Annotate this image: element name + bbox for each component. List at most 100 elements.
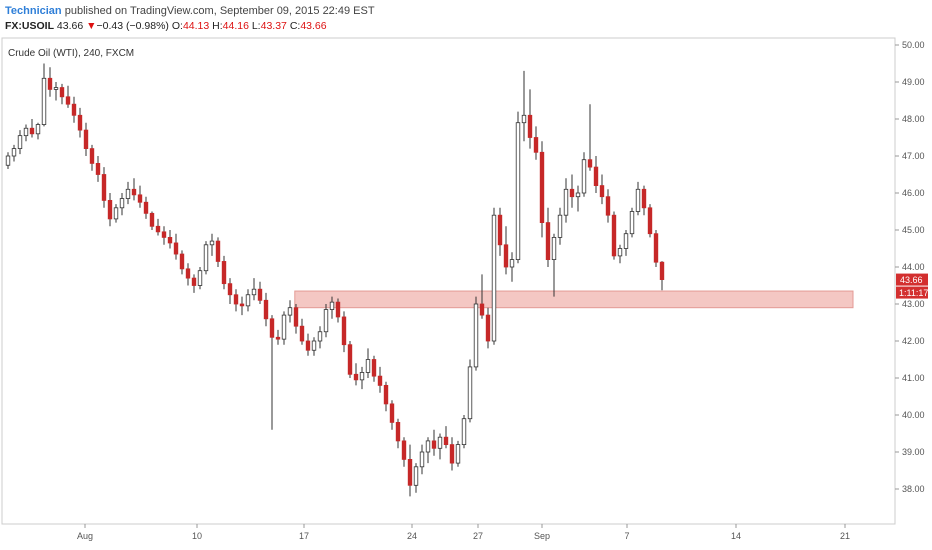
- candle: [635, 181, 641, 216]
- candle-body: [59, 87, 65, 98]
- candle: [365, 348, 371, 378]
- countdown-label: 1:11:17: [899, 288, 928, 298]
- candle-body: [257, 288, 263, 301]
- plot-frame: [1, 37, 896, 525]
- candle: [293, 304, 299, 334]
- high-value: 44.16: [222, 20, 249, 32]
- open-label: O:: [171, 20, 183, 32]
- published-text: published on TradingView.com, September …: [61, 5, 375, 17]
- candle: [203, 241, 209, 275]
- candle: [335, 298, 341, 323]
- candle-body: [485, 314, 491, 342]
- candle-body: [401, 440, 407, 460]
- candle: [539, 141, 545, 238]
- candle: [479, 274, 485, 319]
- y-tick-label: 41.00: [902, 373, 925, 383]
- candle-body: [239, 303, 245, 307]
- candle-body: [245, 294, 251, 307]
- candle-body: [617, 248, 623, 257]
- candle-body: [479, 303, 485, 316]
- candle-body: [287, 307, 293, 316]
- candle-body: [593, 166, 599, 187]
- candle-body: [305, 340, 311, 351]
- candle-body: [509, 259, 515, 268]
- candle: [125, 181, 131, 205]
- candle-body: [491, 214, 497, 342]
- candle-body: [29, 127, 35, 135]
- candle-body: [83, 129, 89, 149]
- candle-body: [317, 331, 323, 342]
- chart-header: Technician published on TradingView.com,…: [0, 0, 932, 36]
- candle: [299, 318, 305, 345]
- y-tick-label: 44.00: [902, 262, 925, 272]
- author-link[interactable]: Technician: [5, 5, 62, 17]
- candle-body: [341, 316, 347, 346]
- candle-body: [221, 261, 227, 285]
- candle-body: [569, 188, 575, 198]
- candle: [557, 207, 563, 245]
- symbol-label[interactable]: FX:USOIL: [5, 20, 54, 32]
- candle-body: [41, 77, 47, 125]
- candle: [209, 233, 215, 256]
- candle: [119, 193, 125, 216]
- y-axis[interactable]: 38.00 39.00 40.00 41.00 42.00 43.00 44.00 45.00…: [895, 40, 925, 494]
- candle-body: [293, 307, 299, 327]
- candle: [467, 359, 473, 423]
- candle-body: [449, 444, 455, 464]
- candle-body: [155, 225, 161, 233]
- candle: [341, 311, 347, 353]
- y-tick-label: 42.00: [902, 336, 925, 346]
- candle-body: [353, 373, 359, 381]
- candle: [269, 315, 275, 430]
- candle-body: [5, 155, 11, 166]
- candle: [353, 363, 359, 386]
- y-tick-label: 38.00: [902, 484, 925, 494]
- x-tick-label: 21: [840, 531, 850, 541]
- candle-body: [365, 359, 371, 373]
- x-tick-label: 17: [299, 531, 309, 541]
- candle-body: [497, 214, 503, 246]
- candle-body: [605, 196, 611, 216]
- candle-body: [599, 185, 605, 198]
- candle: [629, 207, 635, 238]
- candle: [185, 263, 191, 286]
- candle: [65, 85, 71, 108]
- y-tick-label: 43.00: [902, 299, 925, 309]
- candle: [599, 174, 605, 205]
- candle: [287, 300, 293, 323]
- price-chart[interactable]: Crude Oil (WTI), 240, FXCM 38.00 39.00 40.…: [0, 36, 932, 550]
- candle: [515, 111, 521, 264]
- candle-body: [311, 340, 317, 351]
- candle-body: [131, 188, 137, 196]
- candle: [257, 281, 263, 304]
- candle: [239, 296, 245, 316]
- candle: [641, 185, 647, 216]
- candle: [413, 463, 419, 493]
- candle: [281, 311, 287, 345]
- low-value: 43.37: [260, 20, 287, 32]
- candle-body: [35, 124, 41, 135]
- candle: [23, 124, 29, 142]
- candle: [533, 126, 539, 160]
- candle-body: [281, 314, 287, 340]
- candle-body: [347, 344, 353, 375]
- candle-body: [323, 309, 329, 333]
- candle-body: [227, 283, 233, 296]
- support-zone[interactable]: [294, 290, 854, 309]
- candle-body: [113, 207, 119, 220]
- candle: [17, 130, 23, 155]
- candle: [215, 237, 221, 267]
- candle-body: [455, 444, 461, 464]
- candle: [443, 426, 449, 449]
- candle: [581, 152, 587, 197]
- x-axis[interactable]: Aug 10 17 24 27 Sep 7 14 21: [77, 524, 850, 541]
- open-value: 44.13: [182, 20, 210, 32]
- candle-body: [167, 236, 173, 244]
- y-tick-label: 39.00: [902, 447, 925, 457]
- candle-body: [461, 418, 467, 446]
- candle: [317, 326, 323, 349]
- candle: [59, 83, 65, 105]
- candle-body: [557, 214, 563, 238]
- countdown-badge: [896, 286, 928, 299]
- candle-body: [389, 403, 395, 423]
